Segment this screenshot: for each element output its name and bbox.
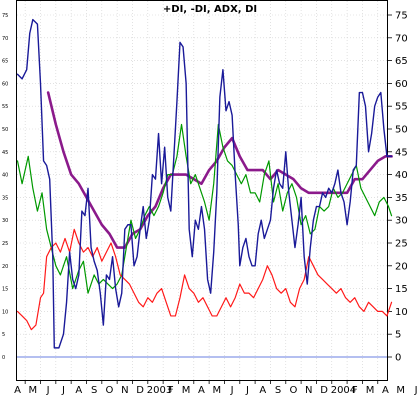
y-tick-label-left-5: 5 [2,332,5,338]
y-tick-label-right-50: 50 [395,125,408,136]
y-tick-label-left-55: 55 [2,104,8,110]
x-tick-label-3: J [61,385,65,396]
y-tick-label-right-5: 5 [395,330,401,341]
y-tick-label-right-55: 55 [395,102,408,113]
x-tick-label-14: J [230,385,234,396]
x-tick-label-19: N [305,385,312,396]
x-tick-label-20: D [320,385,328,396]
y-tick-label-right-30: 30 [395,216,408,227]
series-line-minusdi [16,228,393,331]
x-tick-label-8: D [136,385,144,396]
x-tick-label-21: 2004 [331,385,356,396]
y-tick-label-left-45: 45 [2,150,8,156]
chart-title: +DI, -DI, ADX, DI [163,4,257,15]
x-tick-label-26: J [414,385,418,396]
y-tick-label-left-10: 10 [2,309,8,315]
series-layer [16,18,393,358]
x-tick-label-25: M [396,385,405,396]
y-tick-label-left-40: 40 [2,173,8,179]
x-tick-label-16: A [259,385,266,396]
x-tick-label-2: J [46,385,50,396]
y-tick-label-right-65: 65 [395,56,408,67]
x-tick-label-12: A [198,385,205,396]
series-line-plusdi [16,123,393,294]
x-tick-label-24: A [382,385,389,396]
y-tick-label-left-75: 75 [2,13,8,19]
y-tick-label-right-60: 60 [395,79,408,90]
x-tick-label-17: S [275,385,281,396]
y-tick-label-right-25: 25 [395,239,408,250]
x-tick-label-15: J [245,385,249,396]
x-tick-label-10: F [168,385,174,396]
series-line-di [16,18,393,349]
x-tick-label-11: M [182,385,191,396]
y-tick-label-right-70: 70 [395,33,408,44]
x-tick-label-0: A [14,385,21,396]
y-tick-label-left-35: 35 [2,195,8,201]
y-tick-label-left-70: 70 [2,36,8,42]
y-tick-label-right-20: 20 [395,261,408,272]
x-tick-label-4: A [75,385,82,396]
y-tick-label-right-0: 0 [395,353,401,364]
y-tick-label-left-65: 65 [2,59,8,65]
y-tick-label-left-30: 30 [2,218,8,224]
x-tick-label-9: 2003 [147,385,172,396]
y-tick-label-left-0: 0 [2,355,5,361]
y-tick-label-left-50: 50 [2,127,8,133]
x-tick-label-13: M [212,385,221,396]
x-tick-label-18: O [290,385,298,396]
y-tick-label-right-75: 75 [395,11,408,22]
y-tick-label-right-40: 40 [395,170,408,181]
x-tick-label-23: M [366,385,375,396]
y-tick-label-left-60: 60 [2,81,8,87]
x-tick-label-22: F [352,385,358,396]
y-tick-label-right-10: 10 [395,307,408,318]
x-tick-label-7: N [121,385,128,396]
y-tick-label-left-20: 20 [2,264,8,270]
y-tick-label-right-45: 45 [395,147,408,158]
y-tick-label-left-25: 25 [2,241,8,247]
y-tick-label-right-15: 15 [395,284,408,295]
y-tick-label-right-35: 35 [395,193,408,204]
x-tick-label-1: M [29,385,38,396]
y-tick-label-left-15: 15 [2,287,8,293]
x-tick-label-6: O [106,385,114,396]
x-tick-label-5: S [91,385,97,396]
plot-frame [16,0,388,381]
